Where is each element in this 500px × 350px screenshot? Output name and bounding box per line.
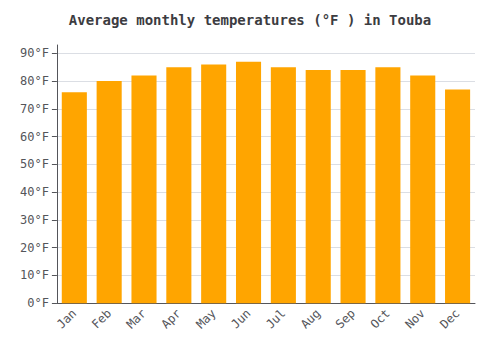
svg-text:Nov: Nov [402,306,427,331]
svg-text:Sep: Sep [333,306,358,331]
svg-text:Dec: Dec [437,306,462,331]
svg-text:Aug: Aug [298,306,323,331]
svg-text:Average monthly temperatures (: Average monthly temperatures (°F ) in To… [69,12,431,28]
svg-text:30°F: 30°F [20,213,49,227]
svg-text:Apr: Apr [159,306,184,331]
svg-text:0°F: 0°F [27,296,49,310]
svg-text:90°F: 90°F [20,46,49,60]
svg-text:40°F: 40°F [20,185,49,199]
svg-text:Feb: Feb [89,306,114,331]
svg-text:Mar: Mar [124,306,149,331]
svg-text:Jan: Jan [54,306,79,331]
svg-text:20°F: 20°F [20,241,49,255]
svg-text:50°F: 50°F [20,157,49,171]
svg-text:Jul: Jul [263,306,288,331]
svg-text:70°F: 70°F [20,102,49,116]
svg-text:10°F: 10°F [20,268,49,282]
svg-text:Jun: Jun [228,306,253,331]
svg-text:Oct: Oct [368,306,393,331]
svg-text:May: May [193,306,218,331]
svg-text:60°F: 60°F [20,130,49,144]
svg-text:80°F: 80°F [20,74,49,88]
